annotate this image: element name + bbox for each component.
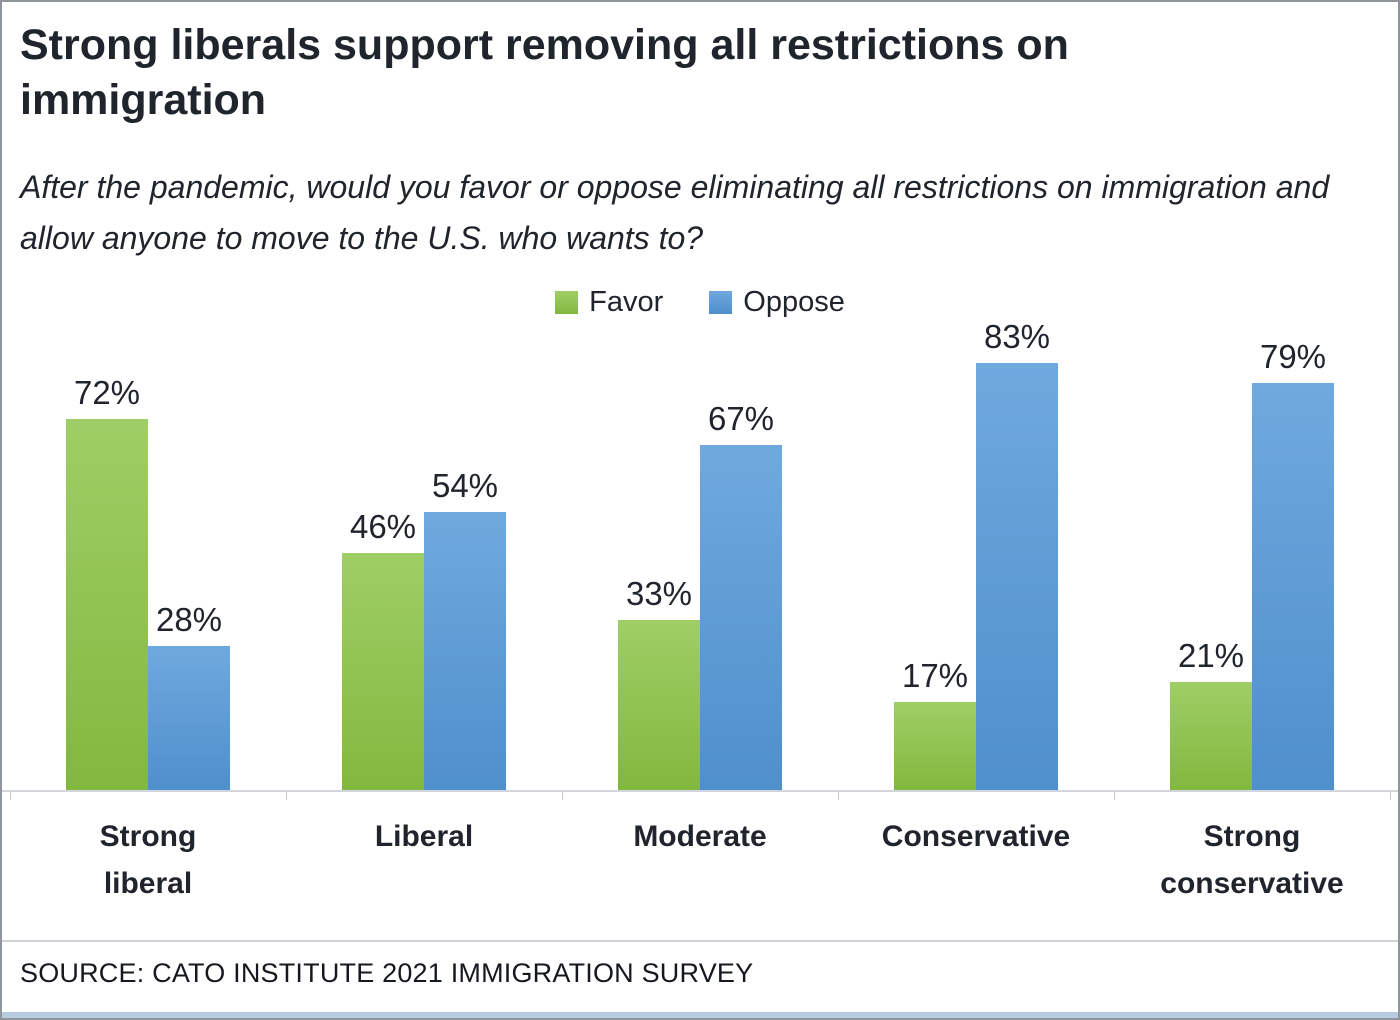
bar-value-label: 54% <box>431 467 499 504</box>
axis-tick <box>562 792 563 800</box>
chart-legend: Favor Oppose <box>2 286 1398 319</box>
bar-favor-liberal: 46% <box>342 508 424 790</box>
bar-group-strong-liberal: 72% 28% <box>10 302 286 790</box>
bar-oppose-strong-liberal: 28% <box>148 601 230 790</box>
bar-group-moderate: 33% 67% <box>562 302 838 790</box>
bar-value-label: 33% <box>625 575 693 612</box>
legend-item-favor: Favor <box>555 286 663 319</box>
bottom-accent-bar <box>2 1012 1398 1018</box>
bar-value-label: 67% <box>707 400 775 437</box>
bar-value-label: 72% <box>73 374 141 411</box>
bar-oppose-moderate: 67% <box>700 400 782 790</box>
oppose-swatch-icon <box>709 291 733 314</box>
bar-favor-conservative: 17% <box>894 657 976 790</box>
axis-tick <box>10 792 11 800</box>
legend-item-oppose: Oppose <box>709 286 845 319</box>
category-label-strong-conservative: Strong conservative <box>1160 820 1344 900</box>
bar-value-label: 21% <box>1177 637 1245 674</box>
bar-group-liberal: 46% 54% <box>286 302 562 790</box>
legend-label-oppose: Oppose <box>743 286 845 318</box>
bar-oppose-conservative: 83% <box>976 318 1058 790</box>
bar-value-label: 79% <box>1259 338 1327 375</box>
axis-tick <box>1114 792 1115 800</box>
bar-value-label: 83% <box>983 318 1051 355</box>
x-axis-line <box>2 790 1398 792</box>
axis-tick <box>838 792 839 800</box>
category-axis: Strong liberal Liberal Moderate Conservative… <box>10 814 1390 907</box>
plot-area: 72% 28% 46% 54% 33% 67% 17% 83% 21% 79% <box>10 302 1390 790</box>
category-label-strong-liberal: Strong liberal <box>99 820 197 900</box>
bar-favor-moderate: 33% <box>618 575 700 790</box>
category-label-liberal: Liberal <box>374 820 474 853</box>
bar-value-label: 17% <box>901 657 969 694</box>
axis-tick <box>1390 792 1391 800</box>
bar-favor-strong-liberal: 72% <box>66 374 148 790</box>
bar-oppose-strong-conservative: 79% <box>1252 338 1334 790</box>
favor-swatch-icon <box>555 291 579 314</box>
chart-title: Strong liberals support removing all res… <box>20 21 1069 125</box>
axis-ticks <box>10 792 1391 800</box>
category-label-conservative: Conservative <box>881 820 1071 853</box>
chart-subtitle: After the pandemic, would you favor or o… <box>20 169 1330 257</box>
bar-value-label: 28% <box>155 601 223 638</box>
axis-tick <box>286 792 287 800</box>
category-label-moderate: Moderate <box>633 820 767 853</box>
source-divider <box>2 940 1398 942</box>
bar-value-label: 46% <box>349 508 417 545</box>
bar-oppose-liberal: 54% <box>424 467 506 790</box>
bar-group-strong-conservative: 21% 79% <box>1114 302 1390 790</box>
legend-label-favor: Favor <box>589 286 664 318</box>
source-note: SOURCE: CATO INSTITUTE 2021 IMMIGRATION … <box>20 958 754 988</box>
bar-group-conservative: 17% 83% <box>838 302 1114 790</box>
bar-favor-strong-conservative: 21% <box>1170 637 1252 790</box>
